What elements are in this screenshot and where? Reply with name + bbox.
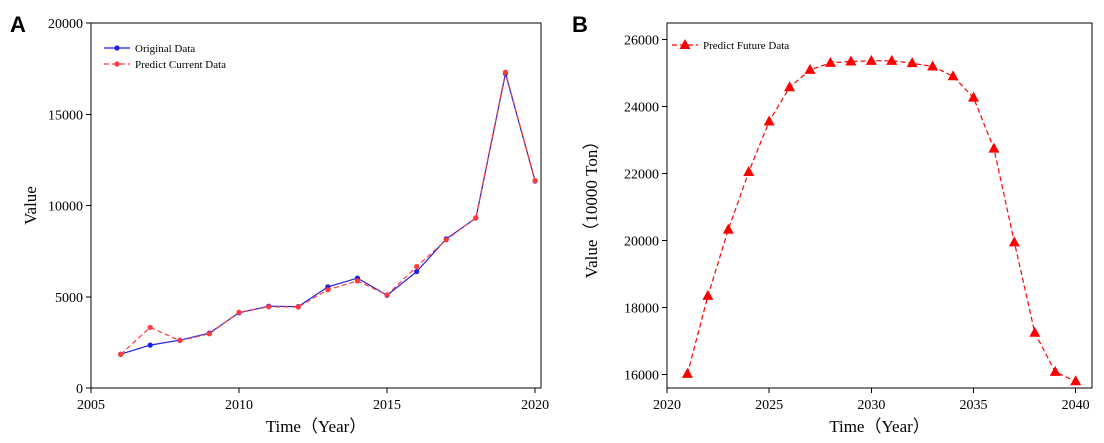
data-point bbox=[865, 54, 877, 65]
data-point bbox=[147, 342, 153, 348]
data-point bbox=[988, 142, 1000, 153]
data-point bbox=[295, 304, 301, 310]
legend-label: Predict Future Data bbox=[703, 40, 789, 52]
data-point bbox=[1008, 236, 1020, 247]
data-point bbox=[354, 278, 361, 284]
data-point bbox=[886, 54, 898, 65]
data-point bbox=[947, 70, 959, 81]
data-point bbox=[177, 337, 183, 344]
chart-a: 2005 2010 2015 2020 0 5000 10000 15000 20000 Time… bbox=[21, 17, 549, 436]
y-tick-label: 26000 bbox=[624, 34, 659, 49]
x-tick-label: 2005 bbox=[77, 398, 105, 413]
legend-label: Original Data bbox=[135, 43, 195, 55]
legend-label: Predict Current Data bbox=[135, 59, 226, 71]
data-point bbox=[443, 237, 449, 243]
data-point bbox=[325, 287, 331, 293]
data-point bbox=[473, 215, 479, 221]
data-point bbox=[384, 292, 390, 298]
data-point bbox=[118, 351, 124, 358]
x-tick-label: 2015 bbox=[373, 398, 401, 413]
data-point bbox=[743, 166, 755, 177]
data-point bbox=[266, 304, 272, 310]
data-point bbox=[722, 223, 734, 234]
y-tick-label: 20000 bbox=[48, 17, 83, 32]
data-point bbox=[532, 178, 538, 184]
x-tick-label: 2010 bbox=[225, 398, 253, 413]
series-line bbox=[120, 73, 536, 355]
y-tick-label: 0 bbox=[76, 382, 83, 397]
y-axis-title: Value（10000 Ton） bbox=[582, 133, 601, 279]
y-tick-label: 15000 bbox=[48, 108, 83, 123]
panel-letter-a: A bbox=[10, 12, 26, 37]
data-point bbox=[1049, 365, 1061, 376]
data-point bbox=[681, 367, 693, 378]
data-point bbox=[763, 115, 775, 126]
data-point bbox=[804, 63, 816, 74]
legend-swatch-marker bbox=[114, 61, 120, 67]
series-line bbox=[686, 60, 1076, 382]
plot-frame bbox=[90, 22, 542, 389]
data-point bbox=[824, 56, 836, 67]
y-tick-label: 16000 bbox=[624, 369, 659, 384]
x-tick-label: 2025 bbox=[755, 398, 783, 413]
data-point bbox=[702, 289, 714, 300]
data-point bbox=[236, 309, 242, 315]
x-axis-title: Time（Year） bbox=[829, 417, 930, 436]
x-tick-label: 2020 bbox=[521, 398, 549, 413]
chart-b: 2020 2025 2030 2035 2040 16000 18000 20000 22000… bbox=[582, 22, 1093, 436]
panel-letter-b: B bbox=[572, 12, 588, 37]
data-point bbox=[845, 55, 857, 66]
data-point bbox=[967, 91, 979, 102]
plot-frame bbox=[666, 22, 1093, 389]
y-tick-label: 18000 bbox=[624, 302, 659, 317]
x-tick-label: 2020 bbox=[653, 398, 681, 413]
x-tick-label: 2040 bbox=[1062, 398, 1090, 413]
y-tick-label: 24000 bbox=[624, 101, 659, 116]
data-point bbox=[1029, 326, 1041, 337]
data-point bbox=[414, 268, 420, 275]
y-tick-label: 5000 bbox=[55, 291, 83, 306]
series-line bbox=[120, 72, 536, 355]
y-axis-title: Value bbox=[21, 186, 40, 225]
data-point bbox=[147, 324, 153, 331]
x-tick-label: 2035 bbox=[959, 398, 987, 413]
data-point bbox=[906, 57, 918, 68]
y-tick-label: 10000 bbox=[48, 200, 83, 215]
data-point bbox=[414, 264, 420, 270]
y-tick-label: 20000 bbox=[624, 235, 659, 250]
data-point bbox=[1070, 375, 1082, 386]
legend-swatch-marker bbox=[114, 45, 120, 51]
y-tick-label: 22000 bbox=[624, 168, 659, 183]
data-point bbox=[927, 60, 939, 71]
data-point bbox=[784, 81, 796, 92]
data-point bbox=[206, 331, 213, 337]
legend-swatch-marker bbox=[679, 39, 691, 49]
data-point bbox=[502, 69, 509, 75]
x-axis-title: Time（Year） bbox=[266, 417, 367, 436]
x-tick-label: 2030 bbox=[857, 398, 885, 413]
